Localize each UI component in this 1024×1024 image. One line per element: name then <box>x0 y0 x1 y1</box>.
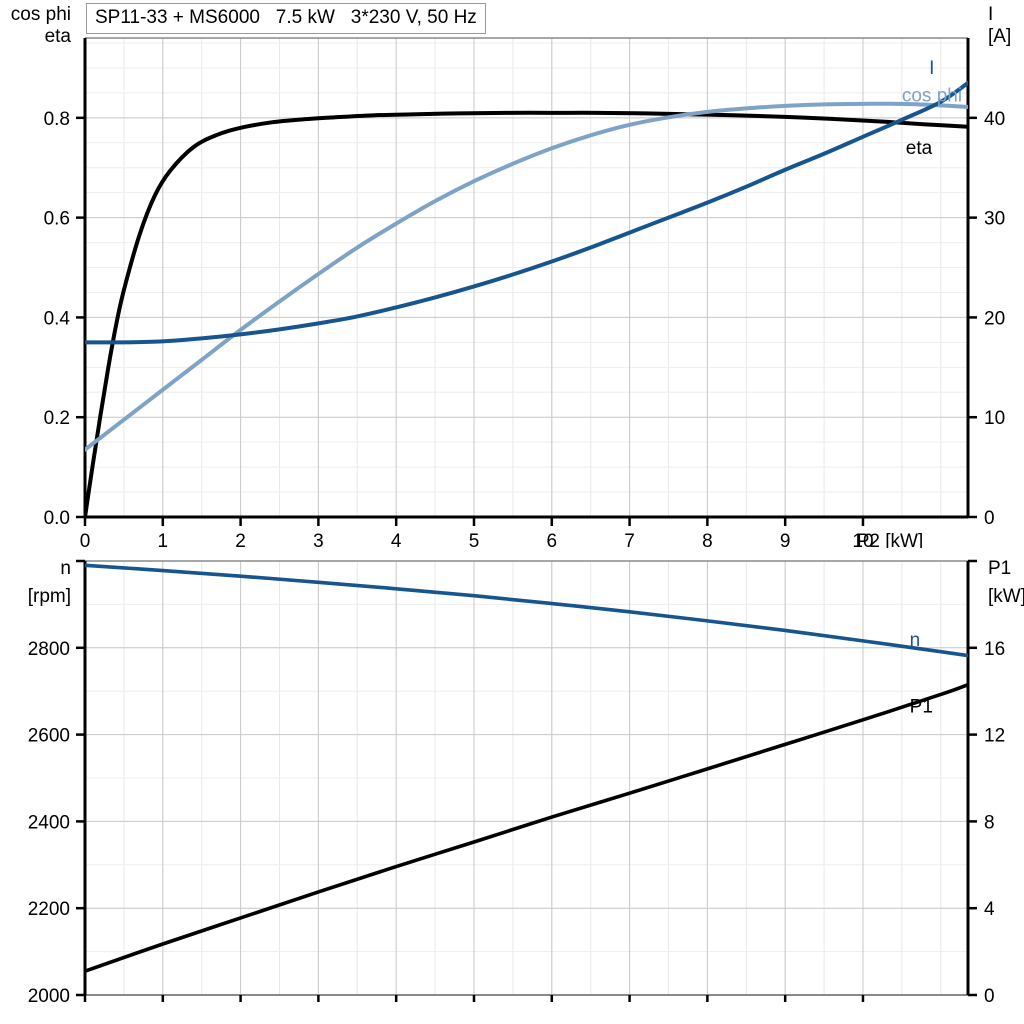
y-axis-tick-label-left: 0.8 <box>44 109 70 130</box>
performance-chart-top: 0.0 0.2 0.4 0.6 0.8 0 10 20 30 40 0 1 2 3 4 5 6 7 8 9 10 P2 [… <box>11 4 1011 548</box>
y-axis-tick-label-left: 2800 <box>28 639 70 660</box>
chart-bottom-svg: 2000 2200 2400 2600 2800 0 4 8 12 16 n [rpm] P1 [kW] n… <box>28 558 1024 1007</box>
plot-area <box>85 38 968 517</box>
left-axis-title-line2: eta <box>45 26 72 47</box>
right-axis-title-line2: [A] <box>988 26 1011 47</box>
x-axis-tick-label: 9 <box>780 531 791 548</box>
y-axis-tick-label-right: 4 <box>984 899 995 920</box>
left-axis-title-line1: n <box>60 558 71 579</box>
y-axis-tick-label-left: 0.4 <box>44 308 71 329</box>
right-axis-title-line2: [kW] <box>988 586 1024 607</box>
curve-eta <box>85 110 968 519</box>
x-axis-tick-label: 1 <box>158 531 169 548</box>
y-axis-tick-label-right: 0 <box>984 986 995 1007</box>
grid-major <box>85 38 968 517</box>
x-axis-tick-label: 8 <box>702 531 713 548</box>
chart-title-box: SP11-33 + MS6000 7.5 kW 3*230 V, 50 Hz <box>86 3 486 34</box>
x-axis-tick-label: 7 <box>624 531 635 548</box>
left-axis-title-line2: [rpm] <box>28 586 71 607</box>
right-axis-title-line1: P1 <box>988 558 1011 579</box>
y-axis-tick-label-right: 30 <box>984 209 1005 230</box>
x-axis-tick-label: 3 <box>313 531 324 548</box>
curve-label-cos-phi: cos phi <box>902 85 962 106</box>
y-axis-tick-label-right: 40 <box>984 109 1005 130</box>
left-axis-title-line1: cos phi <box>11 4 71 25</box>
y-axis-tick-label-left: 2200 <box>28 899 70 920</box>
curve-P1 <box>85 682 968 973</box>
x-axis-title: P2 [kW] <box>857 531 924 548</box>
x-axis-tick-label: 6 <box>546 531 557 548</box>
right-axis-title-line1: I <box>988 4 993 25</box>
curve-label-I: I <box>929 58 934 79</box>
y-axis-tick-label-right: 20 <box>984 308 1005 329</box>
y-axis-tick-label-right: 16 <box>984 639 1005 660</box>
curve-I <box>85 80 968 345</box>
y-axis-tick-label-left: 0.0 <box>44 508 70 529</box>
y-axis-tick-label-right: 0 <box>984 508 995 529</box>
performance-chart-bottom: 2000 2200 2400 2600 2800 0 4 8 12 16 n [rpm] P1 [kW] n… <box>0 548 1024 1024</box>
curve-label-eta: eta <box>906 138 933 159</box>
x-axis-tick-label: 5 <box>469 531 480 548</box>
y-axis-tick-label-left: 0.2 <box>44 408 70 429</box>
x-axis-tick-label: 10 <box>852 531 873 548</box>
curve-label-P1: P1 <box>910 696 933 717</box>
curves <box>85 80 968 519</box>
x-axis-tick-label: 2 <box>235 531 246 548</box>
y-axis-tick-label-left: 2000 <box>28 986 70 1007</box>
y-axis-tick-label-left: 0.6 <box>44 209 70 230</box>
curve-cos-phi <box>85 101 968 452</box>
curves <box>85 563 968 973</box>
y-axis-tick-label-left: 2600 <box>28 726 70 747</box>
x-axis-tick-label: 4 <box>391 531 402 548</box>
curve-label-n: n <box>910 630 921 651</box>
y-axis-tick-label-left: 2400 <box>28 812 70 833</box>
y-axis-tick-label-right: 12 <box>984 726 1005 747</box>
y-axis-tick-label-right: 10 <box>984 408 1005 429</box>
curve-n <box>85 563 968 658</box>
y-axis-tick-label-right: 8 <box>984 812 995 833</box>
x-axis-tick-label: 0 <box>80 531 91 548</box>
